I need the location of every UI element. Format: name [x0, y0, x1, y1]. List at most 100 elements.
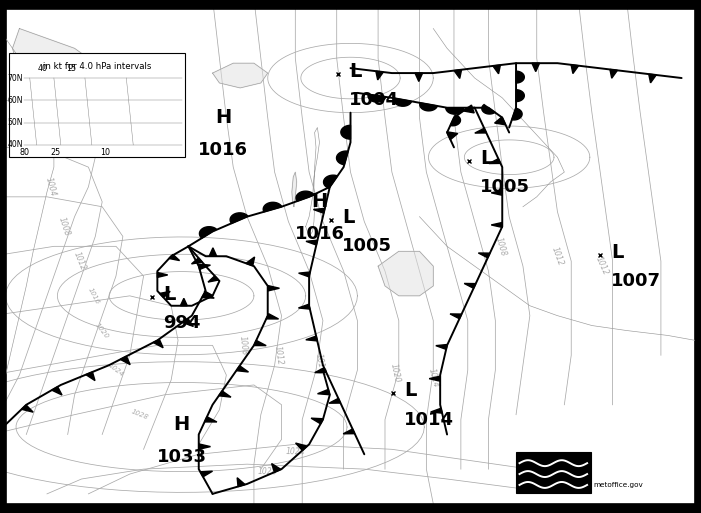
Polygon shape: [299, 304, 310, 309]
Text: 1004: 1004: [43, 176, 57, 198]
Polygon shape: [610, 69, 618, 78]
Polygon shape: [415, 73, 423, 82]
Polygon shape: [478, 253, 490, 258]
Text: 50N: 50N: [7, 118, 23, 127]
Text: 1016: 1016: [86, 286, 100, 305]
Text: 40: 40: [37, 64, 47, 73]
Text: 1008: 1008: [494, 236, 508, 257]
Polygon shape: [311, 418, 323, 424]
Text: 1012: 1012: [550, 246, 565, 267]
Bar: [516, 452, 590, 493]
Polygon shape: [376, 71, 383, 80]
Text: 1008: 1008: [57, 216, 72, 237]
Text: 70N: 70N: [7, 73, 23, 83]
Polygon shape: [463, 105, 474, 113]
Polygon shape: [482, 105, 495, 114]
Polygon shape: [446, 108, 463, 114]
Polygon shape: [246, 257, 254, 266]
Polygon shape: [447, 132, 458, 140]
Text: H: H: [311, 192, 327, 211]
Polygon shape: [13, 29, 109, 108]
Text: 25: 25: [51, 148, 61, 157]
Polygon shape: [368, 94, 386, 102]
Polygon shape: [191, 258, 202, 264]
Polygon shape: [160, 291, 170, 298]
Polygon shape: [512, 108, 522, 120]
Text: H: H: [215, 108, 231, 127]
Polygon shape: [315, 368, 326, 372]
Polygon shape: [204, 291, 213, 299]
Polygon shape: [22, 405, 33, 412]
Polygon shape: [430, 408, 442, 413]
Text: 1005: 1005: [342, 238, 393, 255]
Text: 80: 80: [19, 148, 29, 157]
Text: 1007: 1007: [611, 272, 661, 290]
Text: 15: 15: [66, 64, 76, 73]
Text: in kt for 4.0 hPa intervals: in kt for 4.0 hPa intervals: [43, 62, 151, 71]
Polygon shape: [271, 464, 281, 472]
Polygon shape: [464, 284, 476, 288]
Polygon shape: [296, 443, 307, 450]
Text: 40N: 40N: [7, 141, 23, 149]
Text: 10: 10: [101, 148, 111, 157]
Polygon shape: [237, 478, 245, 486]
Polygon shape: [157, 272, 168, 278]
Polygon shape: [180, 299, 187, 306]
Polygon shape: [516, 71, 524, 83]
Polygon shape: [436, 345, 447, 349]
Polygon shape: [292, 172, 297, 207]
Polygon shape: [268, 286, 280, 291]
Polygon shape: [394, 98, 411, 106]
Polygon shape: [266, 314, 278, 319]
Polygon shape: [495, 117, 505, 125]
Polygon shape: [263, 202, 282, 212]
Polygon shape: [199, 444, 210, 449]
Text: 1024: 1024: [285, 447, 305, 457]
Polygon shape: [429, 376, 440, 381]
Text: 1008: 1008: [238, 335, 249, 356]
Polygon shape: [219, 391, 231, 397]
Text: 1028: 1028: [130, 408, 149, 421]
Polygon shape: [306, 336, 318, 341]
Text: 1016: 1016: [198, 141, 248, 159]
Polygon shape: [475, 128, 486, 133]
Text: L: L: [342, 208, 355, 227]
Polygon shape: [329, 399, 341, 403]
Polygon shape: [199, 227, 217, 238]
Polygon shape: [532, 63, 540, 72]
Polygon shape: [299, 272, 310, 277]
Text: H: H: [173, 415, 190, 434]
Polygon shape: [324, 175, 337, 188]
Polygon shape: [205, 417, 217, 422]
Polygon shape: [86, 372, 95, 381]
Polygon shape: [454, 70, 461, 78]
Polygon shape: [198, 264, 210, 269]
Polygon shape: [450, 314, 461, 319]
Text: 1016: 1016: [294, 225, 344, 243]
Text: 1014: 1014: [404, 410, 454, 428]
Text: L: L: [349, 62, 362, 81]
Polygon shape: [341, 125, 350, 139]
Text: 1012: 1012: [72, 250, 87, 272]
Polygon shape: [236, 366, 248, 372]
Text: 1016: 1016: [313, 352, 325, 373]
Text: 1033: 1033: [156, 448, 207, 466]
Text: 1005: 1005: [480, 178, 530, 196]
Text: L: L: [163, 285, 175, 304]
Text: metoffice.gov: metoffice.gov: [593, 482, 643, 488]
Text: L: L: [404, 381, 416, 400]
Polygon shape: [491, 190, 502, 195]
Polygon shape: [493, 65, 501, 74]
Text: 1028: 1028: [258, 467, 278, 476]
Text: 1020: 1020: [94, 322, 110, 340]
Polygon shape: [489, 159, 501, 164]
Text: 1004: 1004: [349, 91, 399, 109]
Text: 1024: 1024: [426, 367, 440, 388]
Polygon shape: [208, 276, 219, 282]
Polygon shape: [343, 429, 355, 434]
Text: 1024: 1024: [107, 362, 125, 378]
Polygon shape: [230, 213, 248, 223]
Polygon shape: [169, 254, 179, 261]
Text: 1012: 1012: [272, 345, 284, 366]
Polygon shape: [306, 240, 318, 245]
